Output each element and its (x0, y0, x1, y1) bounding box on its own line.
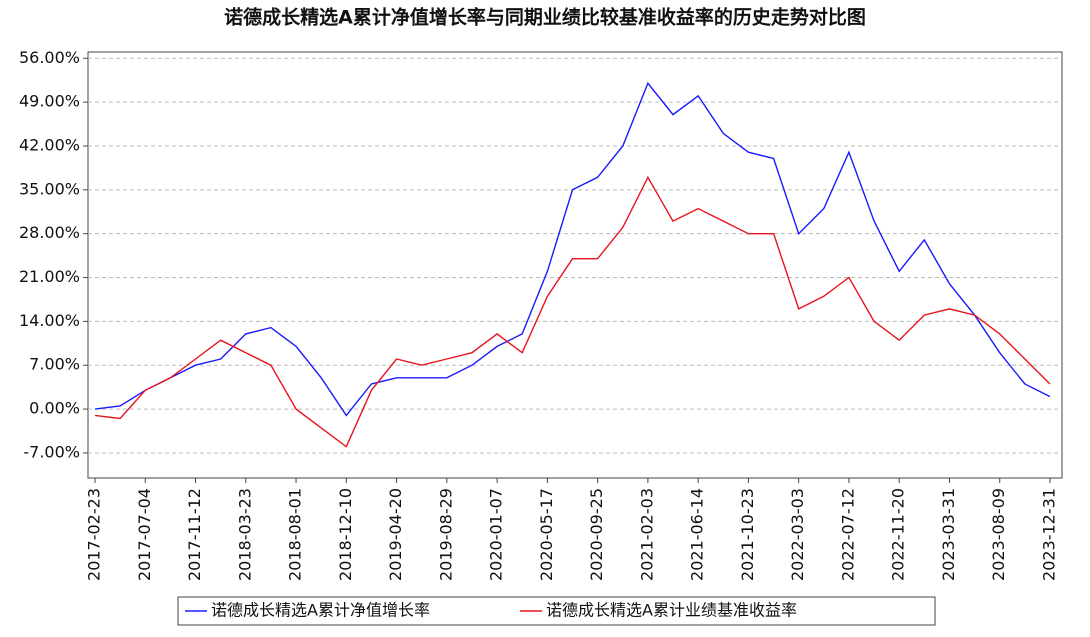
y-tick-label: 56.00% (19, 48, 80, 67)
legend-box (177, 596, 936, 626)
x-tick-label: 2018-08-01 (286, 488, 305, 581)
x-tick-label: 2021-06-14 (688, 488, 707, 581)
y-tick-label: 7.00% (29, 355, 80, 374)
y-tick-label: 49.00% (19, 92, 80, 111)
y-tick-label: 42.00% (19, 135, 80, 154)
chart-title: 诺德成长精选A累计净值增长率与同期业绩比较基准收益率的历史走势对比图 (224, 6, 866, 29)
x-tick-label: 2018-03-23 (235, 488, 254, 581)
y-tick-label: -7.00% (23, 442, 80, 461)
y-tick-label: 14.00% (19, 311, 80, 330)
legend-label: 诺德成长精选A累计业绩基准收益率 (546, 601, 797, 620)
plot-frame (87, 51, 1063, 479)
series-line (94, 175, 1051, 448)
x-tick-label: 2019-08-29 (436, 488, 455, 581)
x-tick-label: 2023-03-31 (939, 488, 958, 581)
x-tick-label: 2017-11-12 (185, 488, 204, 581)
x-tick-label: 2020-05-17 (537, 488, 556, 581)
x-tick-label: 2020-01-07 (487, 488, 506, 581)
x-tick-label: 2017-07-04 (135, 488, 154, 581)
x-tick-label: 2021-10-23 (738, 488, 757, 581)
x-tick-label: 2017-02-23 (85, 488, 104, 581)
legend-label: 诺德成长精选A累计净值增长率 (211, 601, 430, 620)
x-tick-label: 2022-03-03 (788, 488, 807, 581)
y-tick-label: 28.00% (19, 223, 80, 242)
x-tick-label: 2022-07-12 (838, 488, 857, 581)
x-tick-label: 2019-04-20 (386, 488, 405, 581)
x-tick-label: 2020-09-25 (587, 488, 606, 581)
x-tick-label: 2023-12-31 (1040, 488, 1059, 581)
y-tick-label: 0.00% (29, 399, 80, 418)
y-tick-label: 35.00% (19, 179, 80, 198)
y-tick-label: 21.00% (19, 267, 80, 286)
x-tick-label: 2023-08-09 (989, 488, 1008, 581)
x-tick-label: 2021-02-03 (637, 488, 656, 581)
series-line (94, 81, 1051, 417)
x-tick-label: 2018-12-10 (336, 488, 355, 581)
x-tick-label: 2022-11-20 (889, 488, 908, 581)
